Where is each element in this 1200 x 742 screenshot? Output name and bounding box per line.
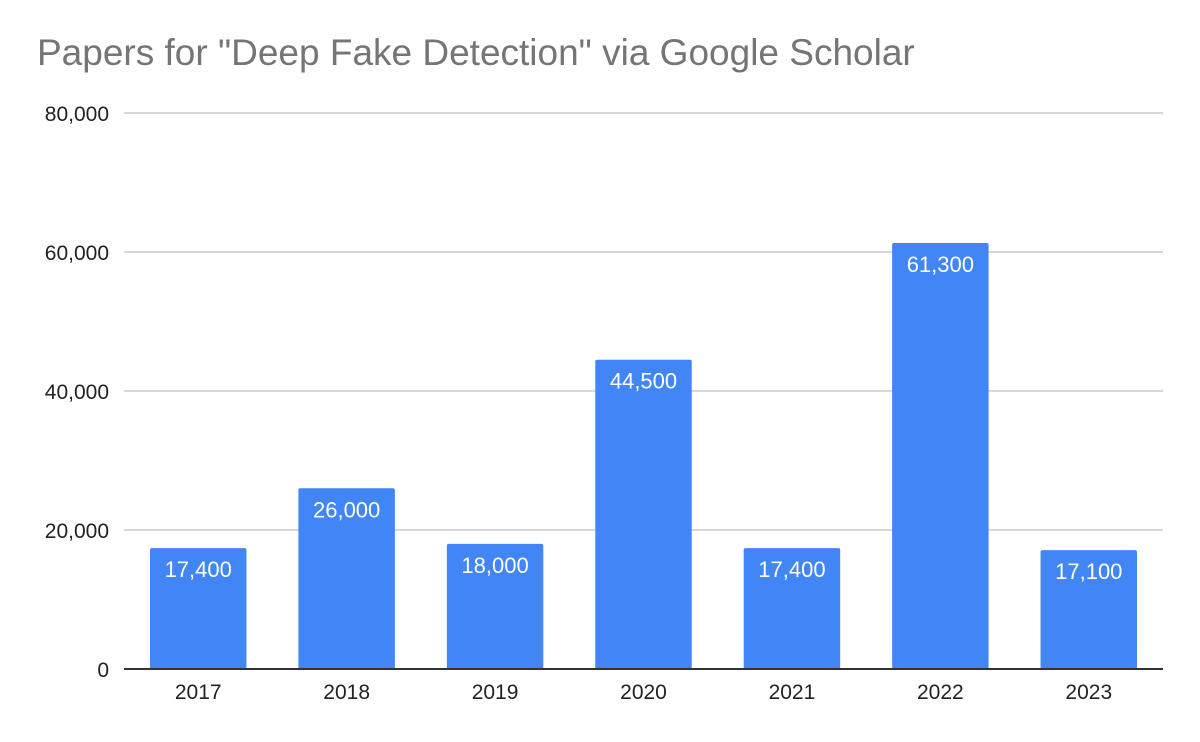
data-label-2021: 17,400 (758, 557, 825, 582)
bar-2019 (446, 543, 544, 669)
chart-title: Papers for "Deep Fake Detection" via Goo… (37, 32, 915, 73)
y-tick-label: 0 (97, 659, 109, 682)
data-label-2017: 17,400 (165, 557, 232, 582)
data-label-2022: 61,300 (907, 252, 974, 277)
x-tick-label-2017: 2017 (175, 681, 222, 704)
y-tick-label: 40,000 (45, 381, 109, 404)
x-tick-label-2020: 2020 (620, 681, 667, 704)
x-axis-ticks: 2017 2018 2019 2020 2021 2022 2023 (175, 681, 1112, 704)
bar-2018 (298, 488, 395, 669)
x-tick-label-2022: 2022 (917, 681, 964, 704)
y-tick-label: 80,000 (45, 103, 109, 126)
y-axis-ticks: 0 20,000 40,000 60,000 80,000 (45, 103, 109, 682)
data-label-2020: 44,500 (610, 369, 677, 394)
x-tick-label-2023: 2023 (1065, 681, 1112, 704)
bars: 17,400 26,000 18,000 44,500 17,400 61,300 17,1… (149, 242, 1138, 669)
bar-2023 (1040, 550, 1138, 669)
bar-2017 (149, 548, 247, 669)
x-tick-label-2018: 2018 (323, 681, 370, 704)
bar-2020 (595, 359, 692, 669)
data-label-2023: 17,100 (1055, 559, 1122, 584)
x-tick-label-2019: 2019 (472, 681, 519, 704)
data-label-2018: 26,000 (313, 497, 380, 522)
y-tick-label: 60,000 (45, 242, 109, 265)
bar-2022 (892, 242, 989, 669)
bar-2021 (743, 548, 841, 669)
x-tick-label-2021: 2021 (769, 681, 816, 704)
y-tick-label: 20,000 (45, 520, 109, 543)
data-label-2019: 18,000 (461, 553, 528, 578)
